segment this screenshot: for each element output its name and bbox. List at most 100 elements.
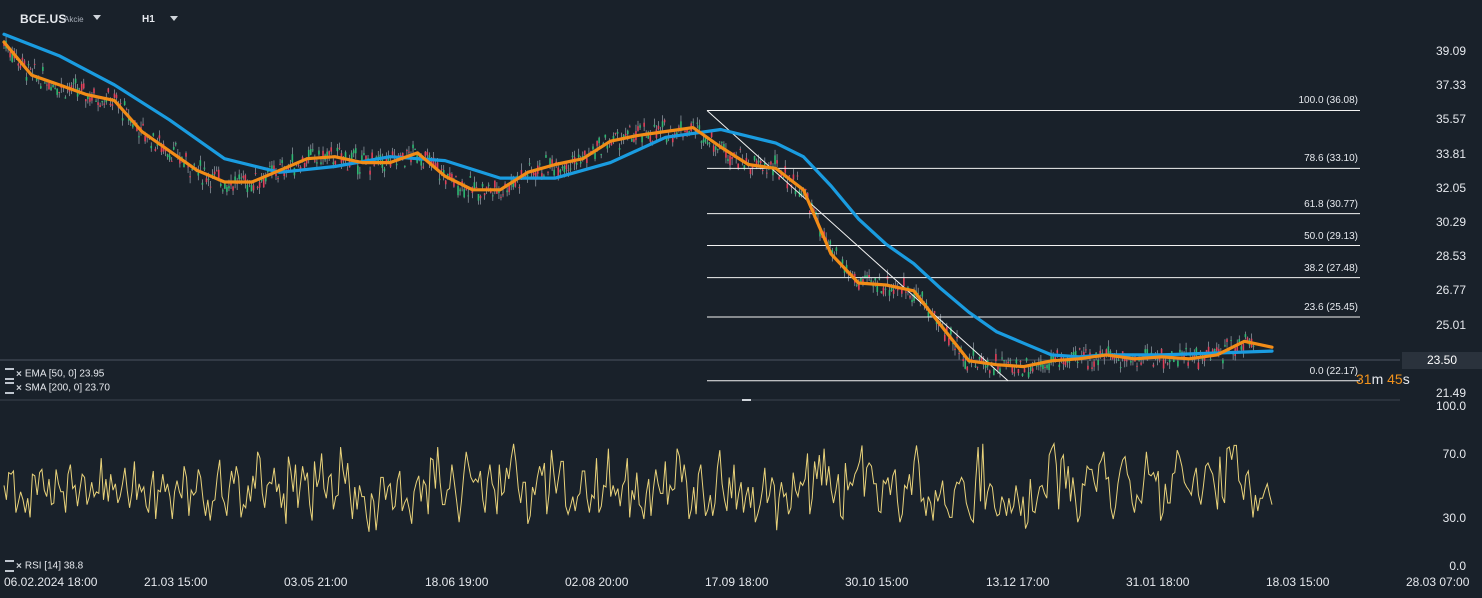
candle xyxy=(663,118,666,126)
close-icon[interactable]: × xyxy=(16,382,22,394)
price-axis-tick: 32.05 xyxy=(1435,180,1466,195)
candle xyxy=(725,143,727,164)
candle xyxy=(97,98,99,112)
candle xyxy=(952,342,954,351)
candle xyxy=(1027,367,1030,379)
candle xyxy=(457,182,459,198)
settings-icon[interactable] xyxy=(5,368,14,380)
candle xyxy=(794,186,797,197)
candle xyxy=(614,132,617,136)
candle xyxy=(469,171,472,178)
candle xyxy=(152,132,155,137)
candle xyxy=(905,289,907,299)
fib-trend-line xyxy=(706,110,1009,382)
countdown-minutes: 31 xyxy=(1356,371,1372,387)
close-icon[interactable]: × xyxy=(16,560,22,572)
candle xyxy=(618,143,621,157)
candle xyxy=(307,146,310,164)
candle xyxy=(64,95,67,99)
candle xyxy=(1087,360,1089,371)
ema-legend-text: EMA [50, 0] 23.95 xyxy=(24,368,105,380)
sma-legend[interactable]: × SMA [200, 0] 23.70 xyxy=(5,382,110,394)
time-axis-tick: 31.01 18:00 xyxy=(1126,575,1190,589)
settings-icon[interactable] xyxy=(5,382,14,394)
timeframe-label[interactable]: H1 xyxy=(142,14,155,25)
candle xyxy=(1050,349,1052,366)
candle xyxy=(498,186,500,200)
candle xyxy=(269,161,271,168)
candle xyxy=(772,163,774,181)
candle xyxy=(166,153,169,160)
candle xyxy=(743,165,746,171)
candle xyxy=(189,171,191,184)
symbol-label[interactable]: BCE.US xyxy=(20,12,67,26)
candle xyxy=(551,155,553,171)
candles-layer xyxy=(3,36,1255,379)
candle xyxy=(442,165,445,181)
candle xyxy=(201,179,204,190)
candle xyxy=(1085,344,1087,353)
candle xyxy=(303,162,306,169)
candle xyxy=(1140,359,1142,366)
candle xyxy=(320,158,322,166)
candle xyxy=(1001,351,1003,361)
candle xyxy=(958,349,960,360)
candle xyxy=(727,154,729,164)
candle xyxy=(42,62,44,75)
candle xyxy=(716,148,719,154)
candle xyxy=(21,53,24,63)
candle xyxy=(962,356,964,367)
candle xyxy=(835,246,838,255)
candle xyxy=(749,168,752,179)
candle xyxy=(739,146,742,153)
moving-averages-layer xyxy=(2,32,1274,369)
price-axis-tick: 26.77 xyxy=(1435,283,1466,298)
candle xyxy=(467,189,470,203)
candle xyxy=(119,98,122,106)
candle xyxy=(1244,331,1247,340)
candle xyxy=(909,294,911,300)
ema-line xyxy=(2,40,1274,369)
chart-header: BCE.US Akcie H1 xyxy=(0,0,1400,34)
candle xyxy=(309,144,312,156)
settings-icon[interactable] xyxy=(5,560,14,572)
candle xyxy=(880,290,883,294)
pane-resize-handle[interactable] xyxy=(742,399,751,401)
candle xyxy=(369,166,371,181)
candle xyxy=(956,330,958,342)
candle xyxy=(1162,356,1165,373)
timeframe-dropdown-icon[interactable] xyxy=(170,16,178,21)
candle xyxy=(1250,333,1253,348)
candle xyxy=(154,146,157,152)
candle xyxy=(455,175,457,178)
candle xyxy=(575,162,578,170)
candle xyxy=(561,164,564,171)
candle xyxy=(616,128,619,140)
time-axis-tick: 06.02.2024 18:00 xyxy=(4,575,98,589)
fib-level-label: 50.0 (29.13) xyxy=(1304,230,1358,242)
time-axis-tick: 21.03 15:00 xyxy=(144,575,208,589)
ema-legend[interactable]: × EMA [50, 0] 23.95 xyxy=(5,368,104,380)
rsi-legend[interactable]: × RSI [14] 38.8 xyxy=(5,560,83,572)
candle xyxy=(937,324,940,333)
rsi-axis-tick: 70.0 xyxy=(1442,447,1466,461)
candle xyxy=(584,150,586,157)
candle xyxy=(770,160,772,167)
candle xyxy=(600,153,602,159)
fib-level-label: 23.6 (25.45) xyxy=(1304,302,1358,314)
candle xyxy=(604,134,607,140)
countdown-seconds: 45 xyxy=(1387,371,1403,387)
close-icon[interactable]: × xyxy=(16,368,22,380)
countdown-s-unit: s xyxy=(1402,371,1410,387)
current-price-box: 23.50 xyxy=(1402,352,1482,369)
candle xyxy=(95,98,97,103)
candle xyxy=(357,163,359,180)
candle xyxy=(242,170,245,180)
rsi-legend-text: RSI [14] 38.8 xyxy=(24,560,84,572)
symbol-dropdown-icon[interactable] xyxy=(93,15,101,20)
candle xyxy=(786,177,789,193)
candle xyxy=(774,149,776,169)
candle xyxy=(545,151,547,158)
candle xyxy=(72,78,75,90)
